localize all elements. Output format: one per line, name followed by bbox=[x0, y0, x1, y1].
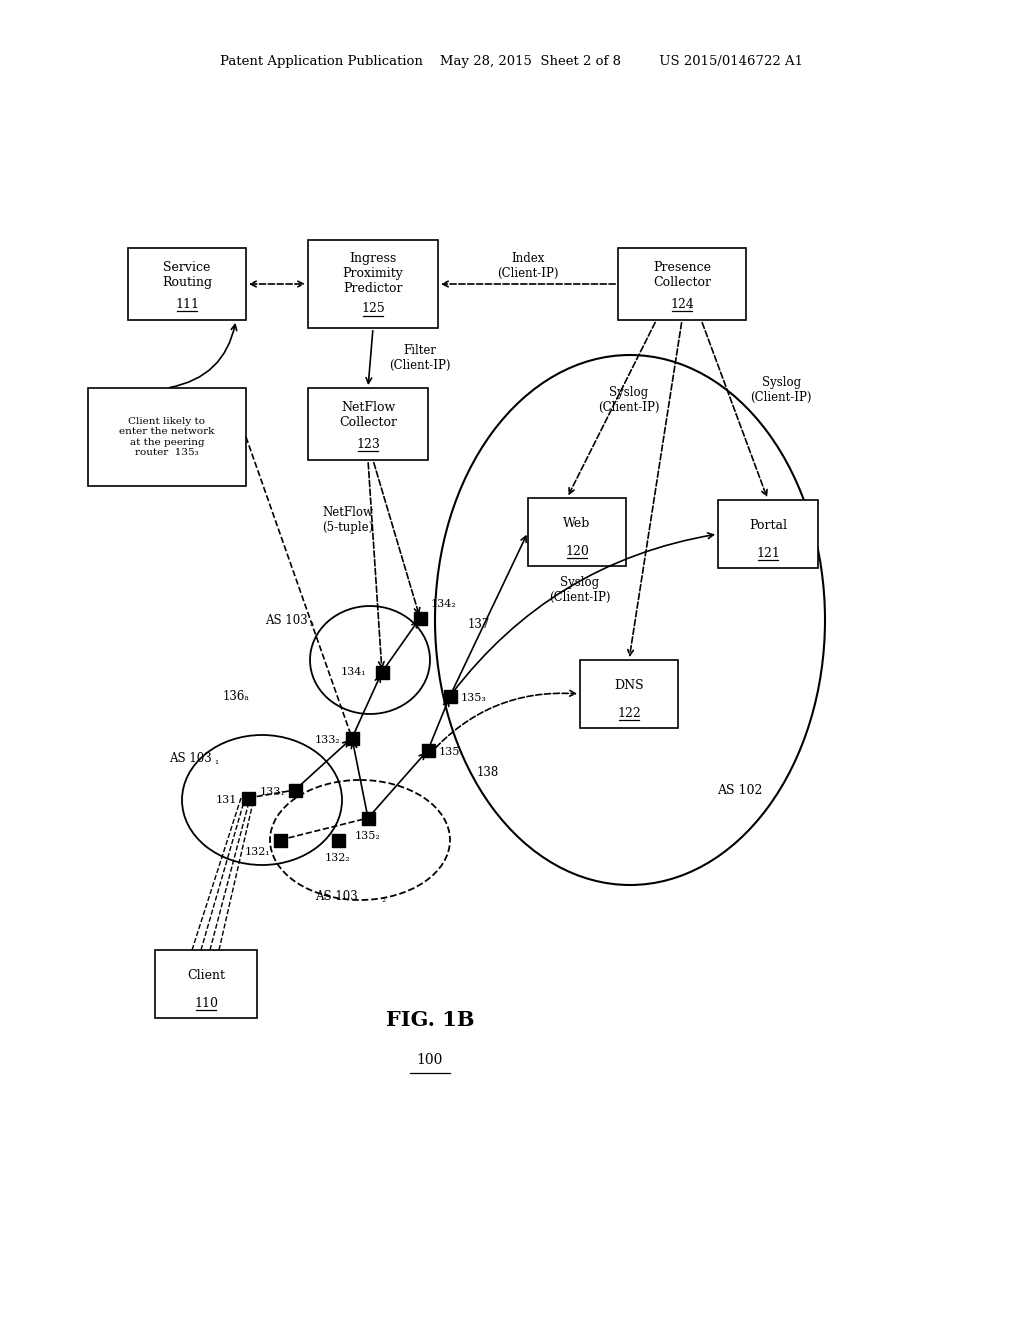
Bar bbox=[361, 812, 375, 825]
Text: 135₁: 135₁ bbox=[439, 747, 465, 756]
Text: FIG. 1B: FIG. 1B bbox=[386, 1010, 474, 1030]
Text: 134₁: 134₁ bbox=[341, 667, 367, 677]
Text: 124: 124 bbox=[670, 298, 694, 310]
Text: Filter
(Client-IP): Filter (Client-IP) bbox=[389, 345, 451, 372]
Bar bbox=[718, 500, 818, 568]
Text: 137: 137 bbox=[468, 618, 490, 631]
Text: 135₃: 135₃ bbox=[461, 693, 487, 704]
Text: AS 103: AS 103 bbox=[265, 614, 308, 627]
Bar bbox=[332, 833, 344, 846]
Bar bbox=[88, 388, 246, 486]
Bar bbox=[528, 498, 626, 566]
Text: DNS: DNS bbox=[614, 680, 644, 692]
Bar bbox=[422, 743, 434, 756]
Text: Patent Application Publication    May 28, 2015  Sheet 2 of 8         US 2015/014: Patent Application Publication May 28, 2… bbox=[220, 55, 804, 69]
Bar bbox=[618, 248, 746, 319]
Text: 125: 125 bbox=[361, 302, 385, 315]
Text: 135₂: 135₂ bbox=[355, 832, 381, 841]
Bar bbox=[155, 950, 257, 1018]
Text: 120: 120 bbox=[565, 545, 589, 557]
Bar bbox=[308, 240, 438, 327]
Bar bbox=[273, 833, 287, 846]
Bar bbox=[580, 660, 678, 729]
Text: 121: 121 bbox=[756, 546, 780, 560]
Text: Syslog
(Client-IP): Syslog (Client-IP) bbox=[549, 576, 610, 605]
Text: Client likely to
enter the network
at the peering
router  135₃: Client likely to enter the network at th… bbox=[120, 417, 215, 457]
Text: AS 103: AS 103 bbox=[314, 890, 357, 903]
Text: Syslog
(Client-IP): Syslog (Client-IP) bbox=[598, 385, 659, 414]
Text: Web: Web bbox=[563, 517, 591, 531]
Text: 111: 111 bbox=[175, 298, 199, 310]
Text: NetFlow
Collector: NetFlow Collector bbox=[339, 401, 397, 429]
Text: 110: 110 bbox=[194, 997, 218, 1010]
Text: Syslog
(Client-IP): Syslog (Client-IP) bbox=[751, 376, 812, 404]
Text: Service
Routing: Service Routing bbox=[162, 261, 212, 289]
Text: Portal: Portal bbox=[749, 519, 787, 532]
Bar bbox=[414, 611, 427, 624]
Bar bbox=[128, 248, 246, 319]
Text: 132₂: 132₂ bbox=[326, 853, 351, 863]
Text: 133₂: 133₂ bbox=[315, 735, 341, 744]
Text: 131: 131 bbox=[215, 795, 237, 805]
Bar bbox=[345, 731, 358, 744]
Text: AS 103: AS 103 bbox=[169, 751, 212, 764]
Text: AS 102: AS 102 bbox=[718, 784, 763, 796]
Text: 136ₐ: 136ₐ bbox=[222, 689, 250, 702]
Bar bbox=[242, 792, 255, 804]
Text: 132₁: 132₁ bbox=[245, 847, 271, 857]
Text: 122: 122 bbox=[617, 706, 641, 719]
Text: Ingress
Proximity
Predictor: Ingress Proximity Predictor bbox=[343, 252, 403, 294]
Text: NetFlow
(5-tuple): NetFlow (5-tuple) bbox=[323, 506, 374, 535]
Text: Index
(Client-IP): Index (Client-IP) bbox=[498, 252, 559, 280]
Bar bbox=[443, 689, 457, 702]
Text: 100: 100 bbox=[417, 1053, 443, 1067]
Text: Client: Client bbox=[187, 969, 225, 982]
Text: ₂: ₂ bbox=[382, 895, 386, 904]
Bar bbox=[376, 665, 388, 678]
Text: ₁: ₁ bbox=[214, 758, 218, 767]
Text: 134₂: 134₂ bbox=[431, 599, 457, 609]
Text: Presence
Collector: Presence Collector bbox=[653, 261, 711, 289]
Bar bbox=[308, 388, 428, 459]
Text: 138: 138 bbox=[477, 766, 499, 779]
Text: 123: 123 bbox=[356, 438, 380, 450]
Bar bbox=[289, 784, 301, 796]
Text: 133₁: 133₁ bbox=[260, 787, 286, 797]
Text: ₃: ₃ bbox=[310, 619, 314, 628]
